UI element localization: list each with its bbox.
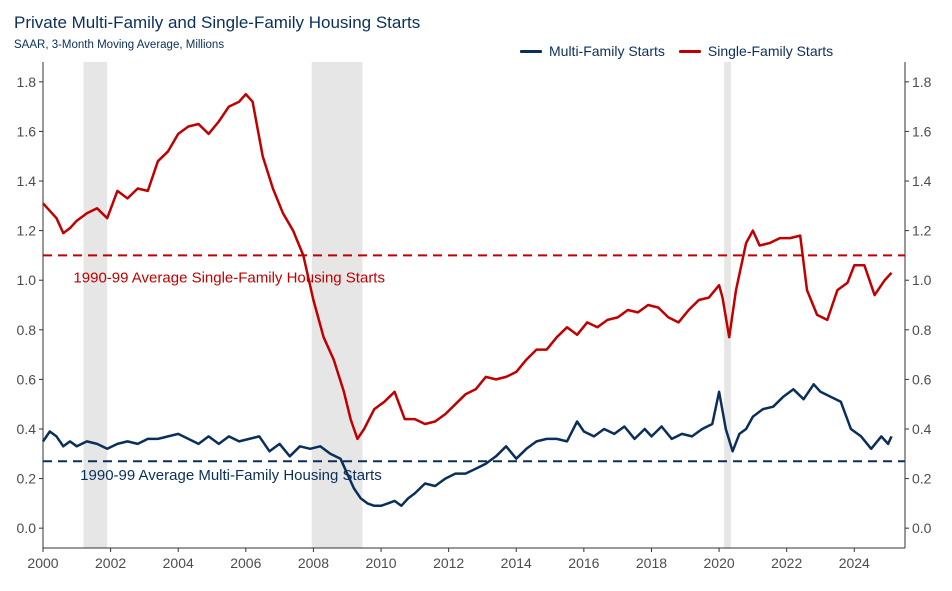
recession-band-0 bbox=[83, 62, 108, 548]
y-tick-label-left: 0.6 bbox=[17, 371, 37, 387]
y-tick-label-right: 0.0 bbox=[912, 520, 932, 536]
legend-swatch-multi-family bbox=[520, 49, 542, 53]
x-tick-label: 2024 bbox=[839, 555, 870, 571]
y-tick-label-right: 1.4 bbox=[912, 173, 932, 189]
y-tick-label-right: 0.8 bbox=[912, 322, 932, 338]
y-tick-label-left: 1.4 bbox=[17, 173, 37, 189]
chart-title: Private Multi-Family and Single-Family H… bbox=[14, 13, 421, 32]
legend-label-single-family: Single-Family Starts bbox=[707, 43, 834, 59]
legend-label-multi-family: Multi-Family Starts bbox=[549, 43, 665, 59]
y-tick-label-left: 1.2 bbox=[17, 223, 37, 239]
x-tick-label: 2000 bbox=[27, 555, 58, 571]
x-tick-label: 2016 bbox=[568, 555, 599, 571]
x-tick-label: 2010 bbox=[365, 555, 396, 571]
x-tick-label: 2004 bbox=[163, 555, 194, 571]
series-line-single-family bbox=[42, 92, 893, 441]
reference-label-multi_avg: 1990-99 Average Multi-Family Housing Sta… bbox=[80, 467, 382, 484]
y-tick-label-left: 0.4 bbox=[17, 421, 37, 437]
y-tick-label-right: 1.2 bbox=[912, 223, 932, 239]
x-tick-label: 2002 bbox=[95, 555, 126, 571]
legend-swatch-single-family bbox=[678, 49, 701, 53]
y-tick-label-left: 1.8 bbox=[17, 74, 37, 90]
x-tick-label: 2008 bbox=[298, 555, 329, 571]
legend-item-multi-family: Multi-Family Starts bbox=[520, 43, 665, 59]
x-tick-label: 2006 bbox=[230, 555, 261, 571]
recession-band-1 bbox=[311, 62, 363, 548]
x-tick-label: 2018 bbox=[636, 555, 667, 571]
y-tick-label-right: 0.2 bbox=[912, 471, 932, 487]
y-tick-label-right: 1.0 bbox=[912, 272, 932, 288]
x-tick-label: 2022 bbox=[771, 555, 802, 571]
legend: Multi-Family Starts Single-Family Starts bbox=[520, 43, 847, 59]
y-tick-label-right: 1.6 bbox=[912, 123, 932, 139]
y-tick-label-left: 1.0 bbox=[17, 272, 37, 288]
y-tick-label-left: 0.0 bbox=[17, 520, 37, 536]
reference-label-single_avg: 1990-99 Average Single-Family Housing St… bbox=[73, 270, 385, 287]
y-tick-label-right: 0.6 bbox=[912, 371, 932, 387]
y-tick-label-right: 0.4 bbox=[912, 421, 932, 437]
y-tick-label-left: 0.8 bbox=[17, 322, 37, 338]
y-tick-label-right: 1.8 bbox=[912, 74, 932, 90]
x-tick-label: 2014 bbox=[501, 555, 532, 571]
y-tick-label-left: 1.6 bbox=[17, 123, 37, 139]
recession-band-2 bbox=[724, 62, 731, 548]
y-tick-label-left: 0.2 bbox=[17, 471, 37, 487]
chart-subtitle: SAAR, 3-Month Moving Average, Millions bbox=[14, 39, 225, 51]
series-line-multi-family bbox=[41, 383, 893, 508]
x-tick-label: 2020 bbox=[704, 555, 735, 571]
x-tick-label: 2012 bbox=[433, 555, 464, 571]
legend-item-single-family: Single-Family Starts bbox=[678, 43, 834, 59]
